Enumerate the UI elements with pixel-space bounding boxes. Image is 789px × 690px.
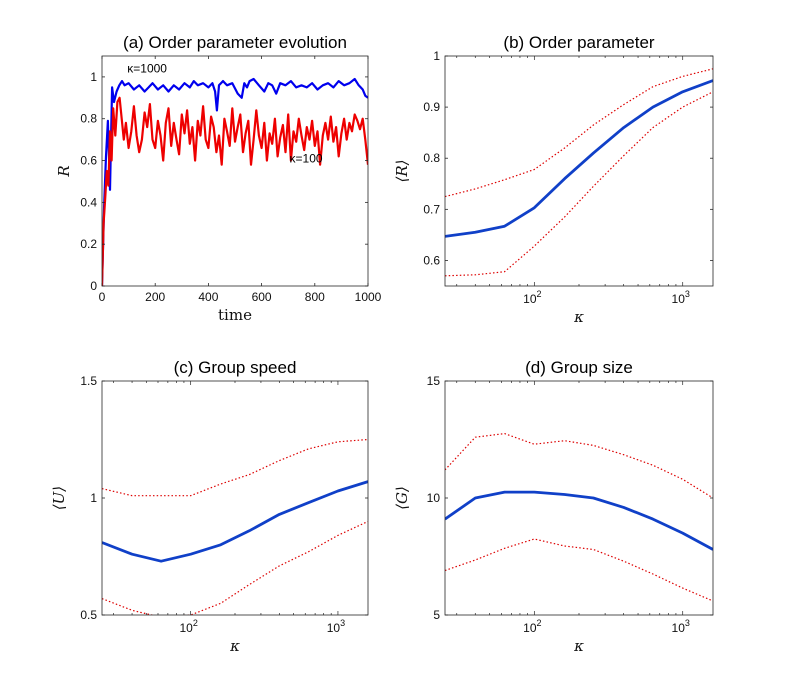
x-tick-label: 0: [99, 290, 106, 304]
x-axis-label: κ: [573, 637, 584, 655]
panel-b: 0.6 0.7 0.8 0.9 1 102 103 (b) Order parameter κ ⟨…: [393, 33, 714, 326]
plot-area: [102, 56, 368, 286]
y-tick-label: 1.5: [80, 374, 97, 388]
series-annotation: κ=100: [290, 152, 323, 166]
y-tick-label: 0.6: [423, 253, 440, 267]
plot-area: [102, 381, 368, 615]
series-line-upper: [445, 433, 713, 499]
series-line-lower: [445, 91, 713, 277]
y-tick-label: 0.4: [80, 195, 97, 209]
series-line-mean: [445, 490, 713, 551]
series-line-mean: [102, 480, 368, 563]
x-tick-label: 400: [198, 290, 218, 304]
plot-area: [445, 381, 713, 615]
series-annotation: κ=1000: [127, 62, 167, 76]
y-tick-label: 0.5: [80, 608, 97, 622]
y-tick-label: 5: [433, 608, 440, 622]
y-axis-label: ⟨G⟩: [393, 486, 411, 510]
y-tick-label: 1: [90, 70, 97, 84]
x-tick-label: 103: [672, 618, 690, 635]
axes-box: [101, 55, 369, 287]
x-tick-label: 103: [327, 618, 345, 635]
y-tick-label: 1: [433, 49, 440, 63]
series-line--1000: [102, 77, 368, 286]
x-axis-label: κ: [573, 308, 584, 326]
chart-title: (d) Group size: [525, 358, 633, 377]
x-tick-label: 102: [179, 618, 197, 635]
panel-a: 0 0.2 0.4 0.6 0.8 1 0 200 400 600 800 1000 (a) Order…: [55, 33, 382, 324]
y-tick-label: 0.8: [80, 112, 97, 126]
panel-d: 5 10 15 102 103 (d) Group size κ ⟨G⟩: [393, 358, 714, 655]
y-axis-label: R: [55, 165, 73, 177]
x-tick-label: 102: [523, 289, 541, 306]
x-tick-label: 600: [252, 290, 272, 304]
x-tick-label: 103: [672, 289, 690, 306]
x-tick-label: 102: [523, 618, 541, 635]
y-tick-label: 10: [427, 491, 441, 505]
series-line-lower: [102, 520, 368, 615]
panel-c: 0.5 1 1.5 102 103 (c) Group speed κ ⟨U⟩: [50, 358, 369, 655]
chart-title: (c) Group speed: [174, 358, 297, 377]
y-tick-label: 0.6: [80, 154, 97, 168]
chart-title: (b) Order parameter: [503, 33, 654, 52]
y-tick-label: 0: [90, 279, 97, 293]
series-line-mean: [445, 79, 713, 238]
x-tick-label: 800: [305, 290, 325, 304]
x-tick-label: 1000: [355, 290, 382, 304]
y-tick-label: 0.2: [80, 237, 97, 251]
y-axis-label: ⟨U⟩: [50, 486, 68, 510]
y-axis-label: ⟨R⟩: [393, 160, 411, 183]
y-tick-label: 15: [427, 374, 441, 388]
y-tick-label: 0.8: [423, 151, 440, 165]
series-line--100: [102, 96, 368, 286]
x-axis-label: time: [218, 306, 252, 324]
series-line-upper: [102, 438, 368, 497]
plot-area: [445, 56, 713, 286]
x-axis-label: κ: [229, 637, 240, 655]
y-tick-label: 0.9: [423, 100, 440, 114]
series-line-upper: [445, 68, 713, 198]
y-tick-label: 0.7: [423, 202, 440, 216]
x-tick-label: 200: [145, 290, 165, 304]
chart-title: (a) Order parameter evolution: [123, 33, 347, 52]
y-tick-label: 1: [90, 491, 97, 505]
